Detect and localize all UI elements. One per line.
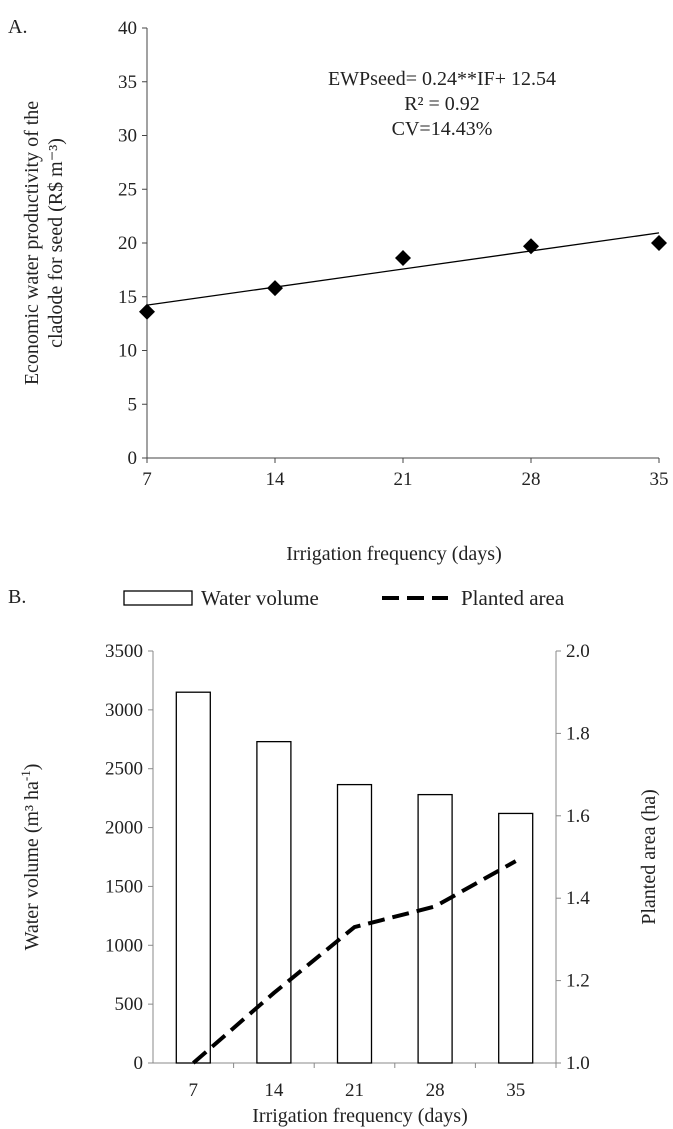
panel-b-x-axis-label: Irrigation frequency (days) bbox=[252, 1105, 467, 1127]
panel-b-x-tick-label: 28 bbox=[426, 1080, 445, 1101]
panel-a-x-tick-label: 7 bbox=[142, 469, 152, 490]
panel-a-y-tick-label: 30 bbox=[118, 126, 137, 147]
panel-b-x-tick-label: 7 bbox=[189, 1080, 199, 1101]
panel-b-right-ticks: 1.0 1.2 1.4 1.6 1.8 2.0 bbox=[556, 641, 590, 1074]
panel-a-x-axis-label: Irrigation frequency (days) bbox=[286, 543, 501, 565]
panel-b-right-axis-label: Planted area (ha) bbox=[638, 789, 660, 924]
panel-a-y-tick-label: 0 bbox=[128, 448, 138, 469]
panel-b-left-axis-label: Water volume (m³ ha-1) bbox=[18, 764, 43, 951]
left-label-suffix: ) bbox=[21, 764, 43, 771]
panel-b-x-tick-label: 14 bbox=[264, 1080, 284, 1101]
panel-a-x-tick-label: 14 bbox=[266, 469, 286, 490]
panel-a-ylabel-line2: cladode for seed (R$ m⁻³) bbox=[45, 138, 67, 348]
panel-b-right-tick-label: 1.4 bbox=[566, 888, 590, 909]
panel-b-left-ticks: 0 500 1000 1500 2000 2500 3000 3500 bbox=[105, 641, 153, 1074]
panel-a-x-tick-label: 21 bbox=[394, 469, 413, 490]
panel-b-water-volume-bar bbox=[256, 740, 292, 1064]
panel-a-y-tick-label: 20 bbox=[118, 233, 137, 254]
panel-b-left-tick-label: 1000 bbox=[105, 935, 143, 956]
panel-b-x-tick-label: 21 bbox=[345, 1080, 364, 1101]
panel-a-r2: R² = 0.92 bbox=[404, 93, 480, 115]
panel-b-left-tick-label: 2500 bbox=[105, 759, 143, 780]
panel-b-x-tick-label: 35 bbox=[506, 1080, 525, 1101]
panel-b-left-tick-label: 1500 bbox=[105, 876, 143, 897]
panel-b-water-volume-bar bbox=[336, 783, 373, 1064]
panel-a-cv: CV=14.43% bbox=[392, 118, 493, 140]
panel-a-y-tick-label: 10 bbox=[118, 341, 137, 362]
left-label-sup: -1 bbox=[18, 770, 33, 781]
panel-b-x-ticks: 7 14 21 28 35 bbox=[189, 1063, 557, 1101]
panel-a-data-point bbox=[651, 235, 667, 251]
panel-b-water-volume-bar bbox=[417, 793, 453, 1064]
panel-b-water-volume-bar bbox=[498, 812, 534, 1064]
panel-a-trendline bbox=[146, 232, 660, 306]
panel-b-right-tick-label: 1.6 bbox=[566, 806, 590, 827]
panel-b-bar-line-chart: B. Water volume Planted area 0 500 1000 150… bbox=[8, 586, 660, 1127]
panel-a-y-tick-label: 5 bbox=[128, 394, 138, 415]
panel-b-left-tick-label: 3000 bbox=[105, 700, 143, 721]
panel-a-y-ticks: 0 5 10 15 20 25 30 35 40 bbox=[118, 18, 147, 469]
panel-b-left-tick-label: 3500 bbox=[105, 641, 143, 662]
panel-a-y-tick-label: 35 bbox=[118, 72, 137, 93]
panel-a-x-ticks: 7 14 21 28 35 bbox=[142, 458, 669, 490]
panel-a-y-tick-label: 40 bbox=[118, 18, 137, 39]
panel-b-planted-area-line bbox=[191, 859, 517, 1065]
panel-a-y-tick-label: 25 bbox=[118, 179, 137, 200]
panel-a-data-point bbox=[523, 238, 539, 255]
panel-a-data-point bbox=[267, 280, 283, 297]
panel-a-x-tick-label: 28 bbox=[522, 469, 541, 490]
panel-a-y-tick-label: 15 bbox=[118, 287, 137, 308]
panel-b-water-volume-bar bbox=[175, 691, 211, 1064]
panel-a-data-point bbox=[395, 250, 411, 267]
panel-b-right-tick-label: 1.2 bbox=[566, 971, 590, 992]
panel-a-scatter-chart: A. 0 5 10 15 20 25 30 35 40 7 14 21 28 35 EWPseed= 0… bbox=[8, 16, 669, 565]
panel-a-x-tick-label: 35 bbox=[650, 469, 669, 490]
panel-b-legend: Water volume Planted area bbox=[123, 586, 565, 610]
legend-water-volume-label: Water volume bbox=[201, 586, 319, 610]
panel-a-equation: EWPseed= 0.24**IF+ 12.54 bbox=[328, 68, 556, 90]
panel-a-data-point bbox=[139, 303, 155, 320]
panel-a-y-axis-label: Economic water productivity of the clado… bbox=[21, 101, 67, 385]
panel-a-label: A. bbox=[8, 16, 27, 38]
legend-planted-area-label: Planted area bbox=[461, 586, 565, 610]
legend-water-volume-swatch bbox=[123, 590, 193, 606]
panel-b-right-tick-label: 1.0 bbox=[566, 1053, 590, 1074]
panel-b-left-tick-label: 0 bbox=[134, 1053, 144, 1074]
panel-b-bars bbox=[175, 691, 534, 1064]
panel-b-right-tick-label: 1.8 bbox=[566, 723, 590, 744]
panel-b-right-tick-label: 2.0 bbox=[566, 641, 590, 662]
panel-b-label: B. bbox=[8, 586, 26, 608]
left-label-prefix: Water volume (m³ ha bbox=[21, 781, 43, 950]
panel-b-left-tick-label: 2000 bbox=[105, 818, 143, 839]
panel-a-data-points bbox=[139, 235, 667, 320]
panel-b-left-tick-label: 500 bbox=[115, 994, 144, 1015]
panel-a-ylabel-line1: Economic water productivity of the bbox=[21, 101, 43, 385]
